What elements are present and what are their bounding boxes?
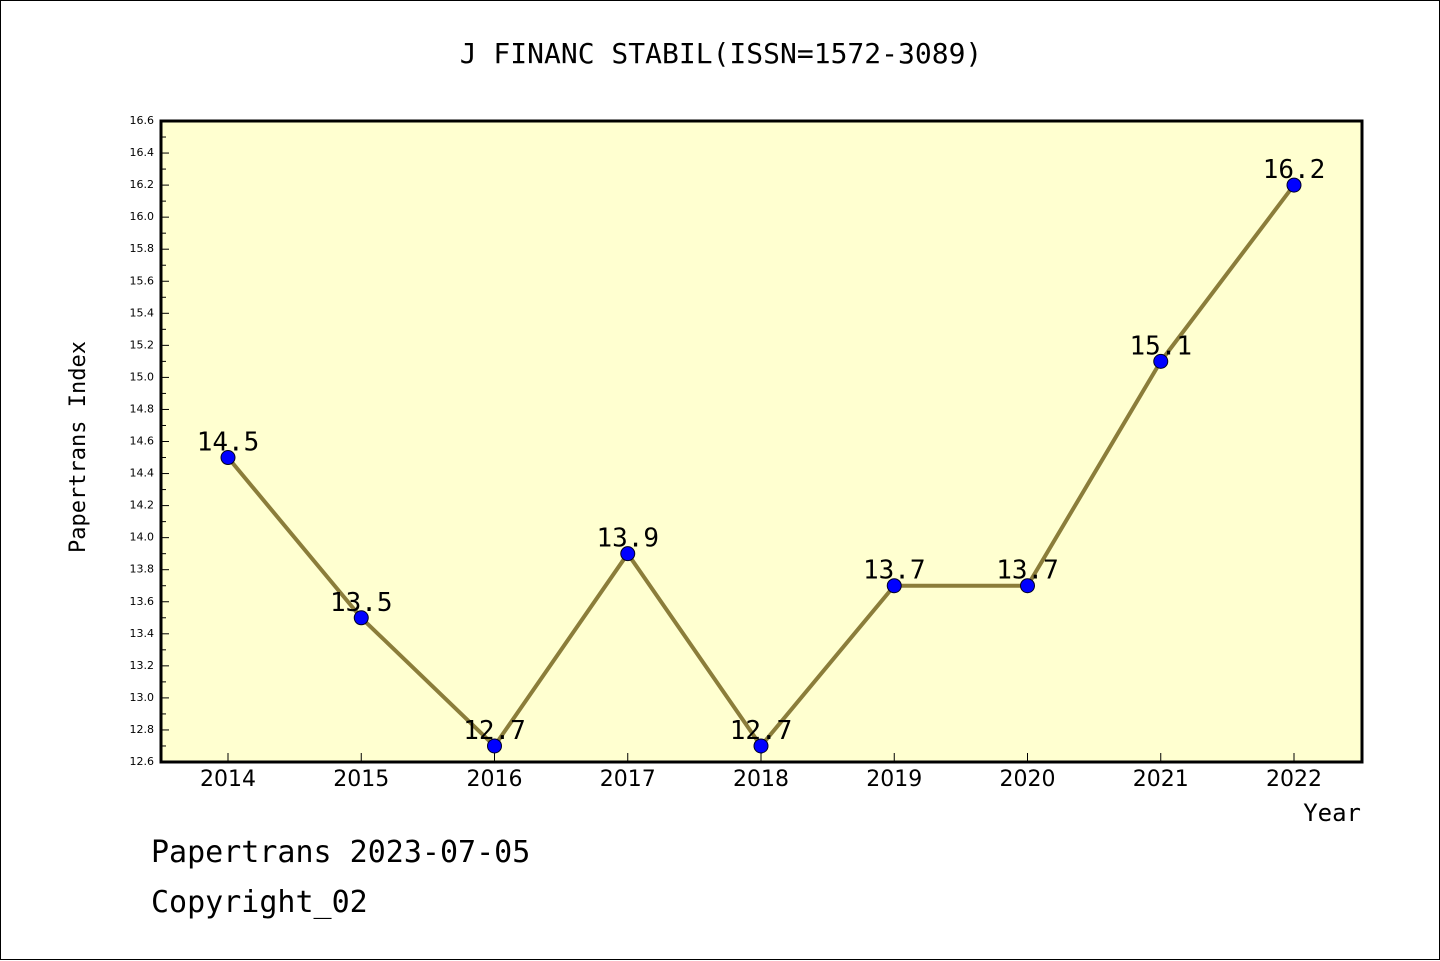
y-axis: 12.6 12.8 13.0 13.2 13.4 13.6 13.8 14.0 14.2 14.4… [130,114,169,768]
series [220,177,1302,754]
chart-title: J FINANC STABIL(ISSN=1572-3089) [459,37,983,70]
y-tick-label: 13.8 [130,563,155,576]
y-tick-label: 15.2 [130,338,155,351]
footer-copyright: Copyright_02 [151,885,368,920]
x-axis: 2014 2015 2016 2017 2018 2019 2020 2021 2022 [200,753,1322,792]
y-tick-label: 14.2 [130,499,155,512]
data-point [1020,578,1035,594]
x-tick-label: 2016 [467,767,523,792]
data-point [353,610,369,626]
data-label: 15.1 [1129,331,1192,361]
y-tick-label: 12.8 [130,723,155,736]
y-tick-label: 14.8 [130,402,155,415]
y-tick-label: 14.6 [130,435,155,448]
data-point [886,578,902,594]
data-point [753,738,769,754]
x-tick-label: 2015 [333,767,389,792]
y-tick-label: 15.4 [130,306,155,319]
data-point [1153,353,1169,369]
data-point [620,546,636,562]
y-tick-label: 13.6 [130,595,155,608]
y-tick-label: 15.8 [130,242,155,255]
data-label: 14.5 [197,428,260,458]
data-label: 13.9 [596,524,659,554]
y-axis-label: Papertrans Index [66,341,91,553]
data-label: 16.2 [1263,155,1326,185]
y-tick-label: 15.0 [130,370,155,383]
x-tick-label: 2014 [200,767,256,792]
x-tick-label: 2021 [1133,767,1189,792]
y-tick-label: 14.0 [130,531,155,544]
y-tick-label: 16.4 [130,146,155,159]
x-tick-label: 2017 [600,767,656,792]
data-point [1286,177,1302,193]
y-tick-label: 13.2 [130,659,155,672]
y-tick-label: 16.0 [130,210,155,223]
y-tick-label: 16.6 [130,114,155,127]
x-tick-label: 2019 [866,767,922,792]
plot-area [159,119,1364,764]
data-point [220,450,236,466]
data-label: 13.7 [996,556,1059,586]
x-tick-label: 2018 [733,767,789,792]
x-tick-label: 2020 [1000,767,1056,792]
data-label: 13.5 [330,588,393,618]
footer-date: Papertrans 2023-07-05 [151,835,531,870]
data-point [487,738,502,754]
y-tick-label: 16.2 [130,178,155,191]
y-tick-label: 12.6 [130,755,155,768]
y-tick-label: 13.4 [130,627,155,640]
y-tick-label: 15.6 [130,274,155,287]
y-tick-label: 14.4 [130,467,155,480]
x-tick-label: 2022 [1266,767,1322,792]
x-axis-label: Year [1303,799,1361,827]
y-tick-label: 13.0 [130,691,155,704]
data-labels: 14.5 13.5 12.7 13.9 12.7 13.7 13.7 15.1 16.2 [197,155,1326,746]
data-label: 12.7 [730,716,793,746]
data-label: 12.7 [463,716,526,746]
data-label: 13.7 [863,556,926,586]
